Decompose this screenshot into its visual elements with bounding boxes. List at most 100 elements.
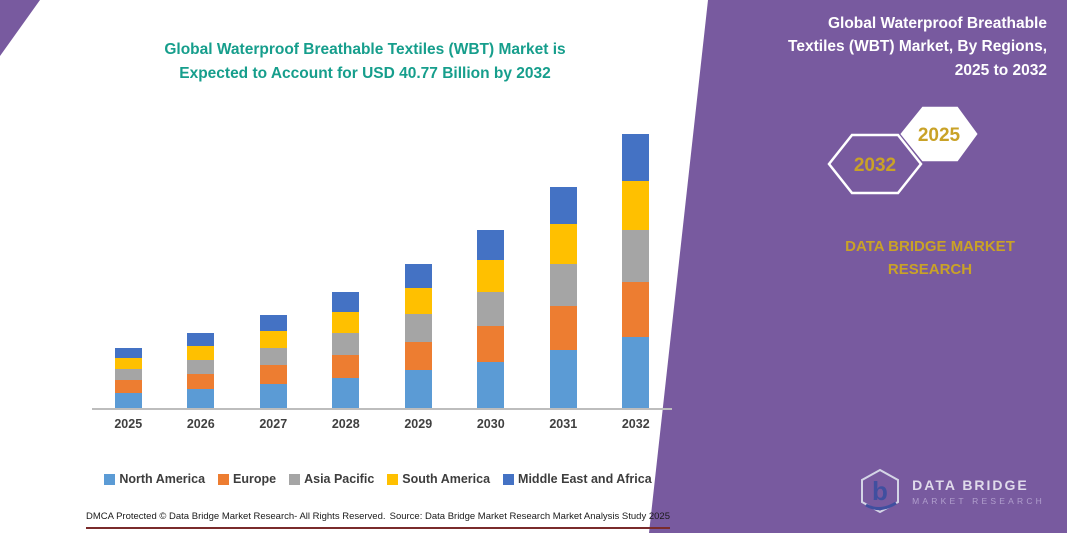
hexagon-2025-label: 2025 <box>918 125 961 146</box>
bar-segment <box>332 332 360 355</box>
logo-text-block: DATA BRIDGE MARKET RESEARCH <box>912 477 1045 506</box>
bar-column-2029 <box>382 118 455 408</box>
bar-segment <box>114 380 142 393</box>
year-hexagons: 2032 2025 <box>827 106 978 195</box>
chart-legend: North America Europe Asia Pacific South Ame… <box>80 472 676 486</box>
panel-heading: Global Waterproof Breathable Textiles (W… <box>735 12 1047 82</box>
bar-segment <box>477 260 505 293</box>
stacked-bar-2032 <box>622 134 650 408</box>
footer-divider <box>86 527 670 529</box>
bar-segment <box>549 350 577 408</box>
x-axis-label: 2025 <box>114 417 143 431</box>
x-axis-label: 2026 <box>186 417 215 431</box>
bar-segment <box>114 348 142 359</box>
bar-segment <box>259 314 287 331</box>
source-note: Source: Data Bridge Market Research Mark… <box>389 511 670 522</box>
x-axis-label: 2027 <box>259 417 288 431</box>
stacked-bar-2028 <box>332 292 360 408</box>
brand-wordmark: DATA BRIDGE MARKET RESEARCH <box>820 235 1040 282</box>
bar-segment <box>549 264 577 306</box>
x-axis-label: 2029 <box>404 417 433 431</box>
x-axis-labels: 2025 2026 2027 2028 2029 2030 2031 2032 <box>92 417 672 431</box>
legend-swatch <box>503 473 515 485</box>
page-title: Global Waterproof Breathable Textiles (W… <box>120 38 610 86</box>
bar-segment <box>622 180 650 230</box>
bar-segment <box>404 313 432 342</box>
bar-segment <box>187 346 215 360</box>
bar-segment <box>477 292 505 327</box>
bar-column-2031 <box>527 118 600 408</box>
bar-column-2032 <box>600 118 673 408</box>
legend-swatch <box>387 473 399 485</box>
page-title-line1: Global Waterproof Breathable Textiles (W… <box>164 41 566 58</box>
bar-segment <box>549 224 577 265</box>
logo-text-data-bridge: DATA BRIDGE <box>912 476 1029 493</box>
bar-segment <box>332 377 360 408</box>
logo-text-market-research: MARKET RESEARCH <box>912 495 1045 506</box>
x-axis-label: 2030 <box>476 417 505 431</box>
legend-item: Europe <box>218 472 276 486</box>
x-axis-label: 2031 <box>549 417 578 431</box>
bar-segment <box>622 229 650 282</box>
bar-column-2025 <box>92 118 165 408</box>
panel-heading-line3: 2025 to 2032 <box>954 61 1047 79</box>
bar-segment <box>259 330 287 348</box>
dmca-notice: DMCA Protected © Data Bridge Market Rese… <box>86 511 386 522</box>
stacked-bar-2029 <box>404 263 432 408</box>
stacked-bar-2031 <box>549 186 577 408</box>
legend-item: North America <box>104 472 205 486</box>
legend-swatch <box>104 473 116 485</box>
bar-segment <box>114 369 142 381</box>
legend-item: Asia Pacific <box>289 472 374 486</box>
bar-segment <box>549 186 577 225</box>
bar-segment <box>477 361 505 408</box>
stacked-bar-2027 <box>259 314 287 408</box>
bar-segment <box>477 229 505 261</box>
bar-segment <box>114 392 142 408</box>
corner-triangle-decoration <box>0 0 40 56</box>
bar-segment <box>332 311 360 333</box>
bar-segment <box>404 263 432 288</box>
bar-segment <box>477 326 505 362</box>
bar-chart: 2025 2026 2027 2028 2029 2030 2031 2032 <box>92 118 672 431</box>
legend-label: Asia Pacific <box>304 472 375 486</box>
stacked-bar-2025 <box>114 348 142 408</box>
bar-segment <box>187 373 215 389</box>
legend-label: Europe <box>233 472 277 486</box>
bar-column-2026 <box>165 118 238 408</box>
legend-swatch <box>289 473 301 485</box>
legend-item: South America <box>387 472 490 486</box>
legend-label: Middle East and Africa <box>518 472 652 486</box>
stacked-bar-2026 <box>187 333 215 408</box>
chart-bars <box>92 118 672 410</box>
bar-segment <box>187 388 215 408</box>
x-axis-label: 2032 <box>621 417 650 431</box>
stacked-bar-2030 <box>477 229 505 408</box>
legend-swatch <box>218 473 230 485</box>
company-logo: b DATA BRIDGE MARKET RESEARCH <box>856 467 1045 515</box>
footer-row: DMCA Protected © Data Bridge Market Rese… <box>86 511 670 522</box>
bar-segment <box>622 134 650 181</box>
hexagon-2032-label: 2032 <box>854 155 896 176</box>
brand-line1: DATA BRIDGE MARKET <box>845 238 1015 255</box>
bar-column-2027 <box>237 118 310 408</box>
x-axis-label: 2028 <box>331 417 360 431</box>
logo-hexagon-b-icon: b <box>861 468 900 514</box>
bar-segment <box>259 383 287 408</box>
bar-segment <box>114 358 142 370</box>
hexagon-2032 <box>827 133 923 195</box>
bar-segment <box>259 365 287 384</box>
brand-line2: RESEARCH <box>887 261 973 279</box>
bar-segment <box>259 347 287 366</box>
hexagon-2025 <box>900 106 978 162</box>
bar-segment <box>187 359 215 374</box>
bar-segment <box>404 370 432 408</box>
bar-segment <box>404 341 432 371</box>
legend-label: South America <box>402 472 491 486</box>
bar-segment <box>622 336 650 408</box>
panel-heading-line2: Textiles (WBT) Market, By Regions, <box>788 38 1047 56</box>
panel-heading-line1: Global Waterproof Breathable <box>827 15 1047 32</box>
page-title-line2: Expected to Account for USD 40.77 Billio… <box>179 65 551 83</box>
